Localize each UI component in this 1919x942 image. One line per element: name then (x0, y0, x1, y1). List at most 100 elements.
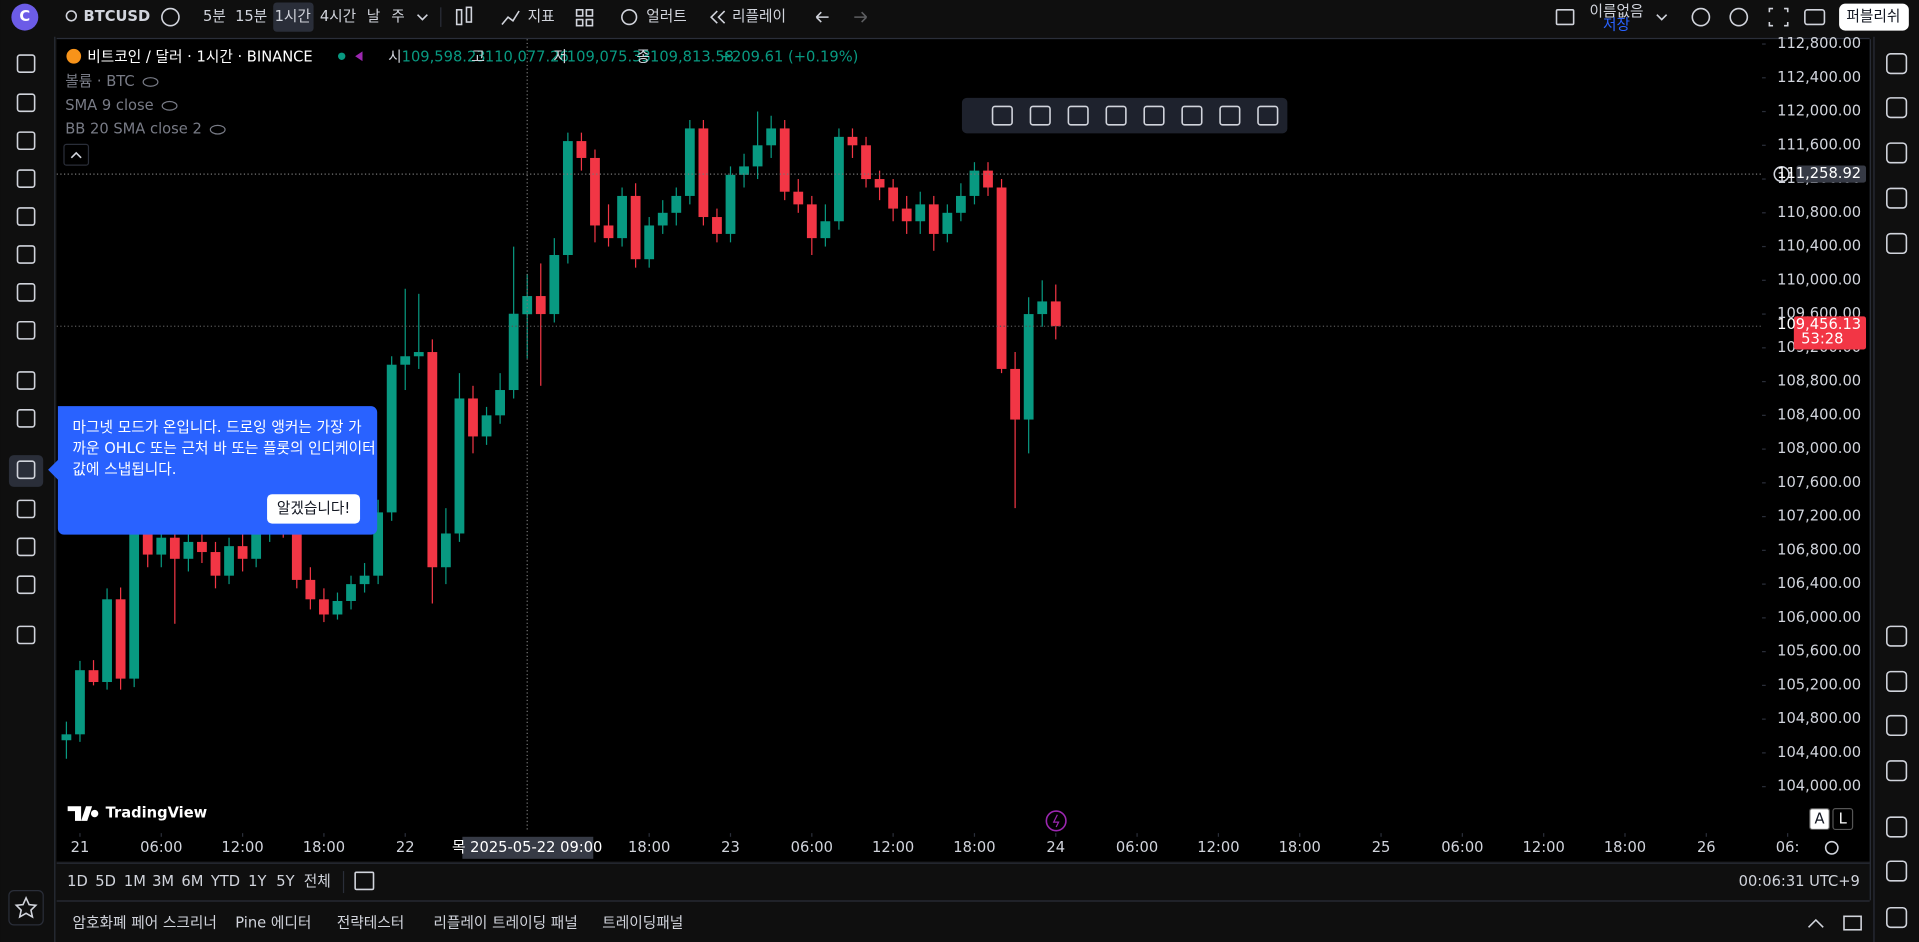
tooltip-button[interactable]: 알겠습니다! (277, 500, 350, 517)
tool-icon[interactable] (16, 625, 36, 645)
scale-button-bg[interactable] (1809, 808, 1830, 831)
side-icon[interactable] (1886, 816, 1908, 838)
bottom-tab[interactable]: 암호화폐 페어 스크리너 (73, 915, 217, 932)
range-button[interactable]: 1Y (248, 873, 266, 890)
range-button[interactable]: 5Y (276, 873, 294, 890)
tool-icon[interactable] (16, 93, 36, 113)
layout-name[interactable]: 이름없음 (1589, 3, 1643, 20)
tool-icon[interactable] (16, 320, 36, 340)
candle-type-icon[interactable] (455, 8, 463, 26)
side-icon[interactable] (1886, 670, 1908, 693)
side-icon[interactable] (1886, 860, 1908, 882)
range-button[interactable]: YTD (210, 873, 240, 890)
clock[interactable]: 00:06:31 UTC+9 (1739, 873, 1860, 890)
hidden-eye-icon[interactable] (161, 100, 178, 111)
side-icon[interactable] (1886, 906, 1908, 929)
drawing-tool[interactable] (1181, 105, 1203, 126)
tool-icon[interactable] (16, 575, 36, 595)
axis-settings-icon[interactable] (1824, 840, 1839, 855)
fullscreen-icon[interactable] (1768, 7, 1789, 27)
candle-type-icon[interactable] (465, 6, 473, 23)
scale-button[interactable]: A (1815, 811, 1825, 828)
interval[interactable]: 1시간 (275, 8, 311, 25)
side-icon[interactable] (1886, 53, 1908, 75)
publish-button[interactable]: 퍼블리쉬 (1846, 8, 1900, 25)
indicators-icon[interactable] (501, 10, 520, 25)
bottom-tab[interactable]: 전략테스터 (337, 915, 405, 932)
layout-icon[interactable] (1555, 8, 1575, 26)
events-icon[interactable] (1045, 810, 1067, 832)
range-button[interactable]: 전체 (304, 873, 331, 890)
bottom-tab[interactable]: 리플레이 트레이딩 패널 (433, 915, 577, 932)
interval[interactable]: 날 (367, 8, 381, 25)
tool-icon[interactable] (16, 245, 36, 264)
expand-panel-icon[interactable] (1807, 918, 1824, 928)
add-symbol-icon[interactable] (161, 7, 180, 27)
side-icon[interactable] (1886, 187, 1908, 209)
tooltip-button-bg[interactable] (267, 494, 361, 524)
tool-icon[interactable] (16, 371, 36, 390)
side-icon[interactable] (1886, 760, 1908, 782)
layouts-icon[interactable] (585, 18, 594, 27)
symbol[interactable]: BTCUSD (84, 8, 151, 25)
alert-button[interactable]: 얼러트 (646, 8, 687, 25)
layouts-icon[interactable] (575, 18, 584, 27)
tool-icon[interactable] (16, 169, 36, 188)
tool-icon[interactable] (16, 499, 36, 519)
range-button[interactable]: 3M (152, 873, 174, 890)
hidden-eye-icon[interactable] (209, 124, 226, 135)
collapse-legend[interactable] (63, 143, 90, 166)
side-icon[interactable] (1886, 232, 1908, 255)
tool-icon[interactable] (16, 131, 36, 151)
range-button[interactable]: 1D (67, 873, 88, 890)
favorites-button[interactable] (8, 890, 44, 926)
side-icon[interactable] (1886, 142, 1908, 164)
range-button[interactable]: 6M (181, 873, 203, 890)
interval[interactable]: 15분 (235, 8, 267, 25)
range-button[interactable]: 5D (95, 873, 116, 890)
tool-icon[interactable] (16, 537, 36, 557)
layout-menu[interactable] (1656, 14, 1668, 21)
hidden-eye-icon[interactable] (142, 77, 159, 87)
tool-icon[interactable] (16, 54, 36, 73)
drawing-tool[interactable] (1105, 105, 1127, 126)
search-icon[interactable] (65, 10, 78, 22)
layouts-icon[interactable] (575, 8, 584, 17)
side-icon[interactable] (1886, 714, 1908, 737)
interval[interactable]: 5분 (203, 8, 226, 25)
drawing-tool[interactable] (1143, 105, 1165, 126)
tool-icon[interactable] (16, 207, 36, 226)
range-button[interactable]: 1M (124, 873, 146, 890)
scale-button[interactable]: L (1839, 811, 1848, 828)
interval-menu[interactable] (416, 14, 428, 21)
bottom-tab[interactable]: 트레이딩패널 (602, 915, 683, 932)
undo-icon[interactable] (815, 11, 829, 23)
study-name[interactable]: BB 20 SMA close 2 (65, 121, 202, 138)
screenshot-icon[interactable] (1804, 8, 1826, 26)
tool-icon[interactable] (16, 460, 36, 480)
quick-search-icon[interactable] (1691, 7, 1711, 27)
drawing-tool[interactable] (1257, 105, 1279, 126)
tool-icon[interactable] (16, 409, 36, 428)
interval[interactable]: 4시간 (320, 8, 356, 25)
add-alert-icon[interactable] (1773, 165, 1790, 183)
scale-button-bg[interactable] (1832, 808, 1854, 831)
side-icon[interactable] (1886, 625, 1908, 647)
side-icon[interactable] (1886, 97, 1908, 119)
drawing-tool[interactable] (991, 105, 1013, 126)
drawing-tool[interactable] (1029, 105, 1051, 126)
drawing-tool[interactable] (1219, 105, 1241, 126)
layouts-icon[interactable] (585, 8, 594, 17)
indicators-button[interactable]: 지표 (528, 8, 555, 25)
user-avatar[interactable] (11, 3, 39, 31)
replay-icon[interactable] (710, 10, 726, 24)
maximize-panel-icon[interactable] (1843, 915, 1862, 931)
replay-button[interactable]: 리플레이 (732, 8, 786, 25)
publish-button-bg[interactable] (1839, 3, 1909, 31)
interval[interactable]: 주 (391, 8, 405, 25)
tool-icon[interactable] (16, 283, 36, 302)
alert-icon[interactable] (621, 8, 638, 26)
goto-date-icon[interactable] (354, 871, 375, 891)
drawing-tool[interactable] (1067, 105, 1089, 126)
study-name[interactable]: 볼륨 · BTC (65, 73, 134, 90)
